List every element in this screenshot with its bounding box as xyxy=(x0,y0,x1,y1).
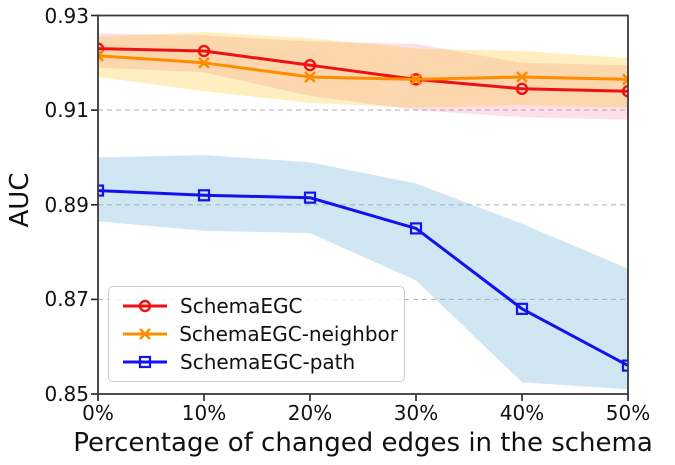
legend-label: SchemaEGC xyxy=(180,294,303,318)
y-tick-label: 0.87 xyxy=(44,287,89,312)
confidence-band-SchemaEGC-path xyxy=(98,155,628,390)
legend: SchemaEGC SchemaEGC-neighbor SchemaEGC-pat… xyxy=(108,286,405,382)
x-tick-label: 40% xyxy=(499,401,545,425)
y-tick-label: 0.89 xyxy=(44,192,89,217)
x-tick-label: 30% xyxy=(393,401,439,425)
legend-item-SchemaEGC-neighbor: SchemaEGC-neighbor xyxy=(121,322,398,346)
y-tick-label: 0.93 xyxy=(44,3,89,28)
x-tick-label: 10% xyxy=(181,401,227,425)
x-tick-label: 50% xyxy=(605,401,651,425)
confidence-band-SchemaEGC-neighbor xyxy=(98,32,628,108)
circle-marker-icon xyxy=(123,299,167,313)
legend-label: SchemaEGC-path xyxy=(180,350,356,374)
legend-item-SchemaEGC: SchemaEGC xyxy=(121,294,398,318)
x-axis-label: Percentage of changed edges in the schem… xyxy=(73,428,653,458)
y-tick-label: 0.85 xyxy=(44,382,89,406)
series-SchemaEGC xyxy=(98,42,628,98)
square-marker-icon xyxy=(123,355,167,369)
series-SchemaEGC-path xyxy=(98,184,628,372)
plot-border xyxy=(97,14,629,395)
x-marker-icon xyxy=(123,328,167,340)
series-SchemaEGC-neighbor xyxy=(98,49,628,86)
y-axis-label: AUC xyxy=(5,172,35,228)
x-tick-label: 20% xyxy=(287,401,333,425)
y-tick-label: 0.91 xyxy=(44,98,89,123)
legend-item-SchemaEGC-path: SchemaEGC-path xyxy=(121,350,398,374)
legend-label: SchemaEGC-neighbor xyxy=(179,322,398,346)
x-tick-label: 0% xyxy=(82,401,114,425)
